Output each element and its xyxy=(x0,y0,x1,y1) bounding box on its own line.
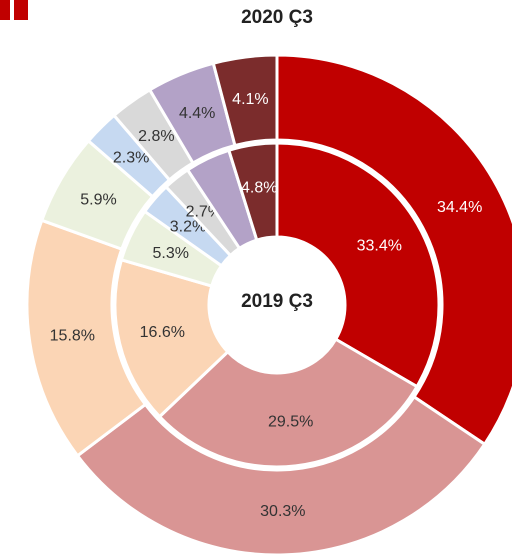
slice xyxy=(157,337,420,469)
data-label: 29.5% xyxy=(268,413,313,430)
data-label: 4.1% xyxy=(232,91,268,108)
slice xyxy=(113,257,230,419)
center-label: 2019 Ç3 xyxy=(241,291,313,312)
data-label: 33.4% xyxy=(357,237,402,254)
data-label: 2.8% xyxy=(138,128,174,145)
data-label: 34.4% xyxy=(437,199,482,216)
data-label: 5.9% xyxy=(80,191,116,208)
logo-bar xyxy=(0,0,10,20)
chart-title: 2020 Ç3 xyxy=(241,7,313,28)
data-label: 30.3% xyxy=(260,503,305,520)
data-label: 5.3% xyxy=(152,245,188,262)
slice xyxy=(275,53,512,447)
data-label: 15.8% xyxy=(50,327,95,344)
slice xyxy=(75,394,487,557)
rings: 34.4% 30.3% 15.8% 5.9% 2.3% 2.8% 4.4% 4.1% 33.4%… xyxy=(25,53,512,557)
data-label: 4.4% xyxy=(179,105,215,122)
data-label: 2.3% xyxy=(113,149,149,166)
slice xyxy=(227,141,279,242)
slice xyxy=(211,53,279,148)
logo-bar xyxy=(14,0,28,20)
data-label: 16.6% xyxy=(140,324,185,341)
data-label: 4.8% xyxy=(241,180,277,197)
slice xyxy=(275,141,441,389)
data-label: 3.2% xyxy=(170,219,206,236)
